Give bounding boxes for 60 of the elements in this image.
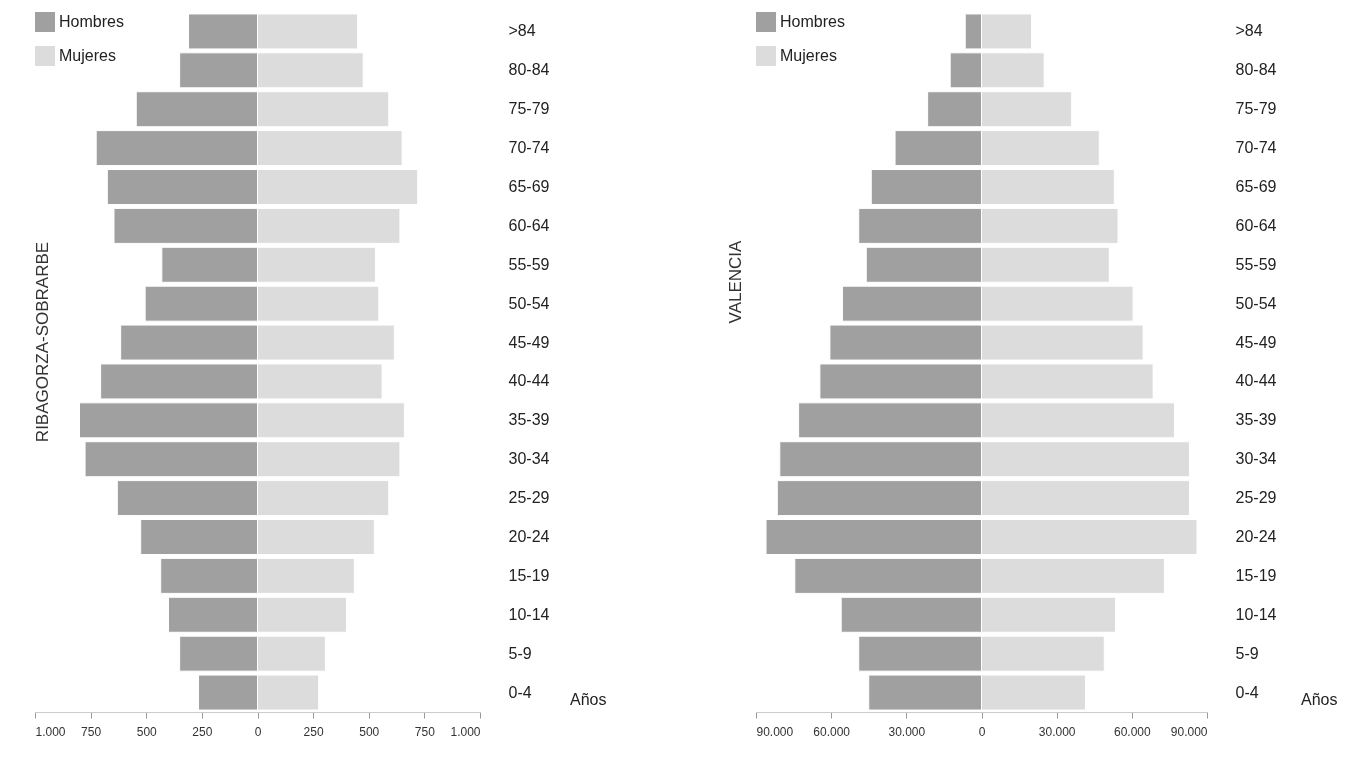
x-tick-label: 1.000 bbox=[35, 724, 66, 739]
x-tick-label: 250 bbox=[192, 724, 213, 739]
x-tick-label: 750 bbox=[414, 724, 436, 739]
y-tick-label: 0-4 bbox=[508, 683, 532, 701]
y-tick-label: 30-34 bbox=[1235, 450, 1277, 468]
y-tick-label: 30-34 bbox=[508, 450, 550, 468]
y-tick-label: 55-59 bbox=[508, 255, 550, 273]
y-tick-label: 25-29 bbox=[1235, 489, 1277, 507]
y-tick-label: 60-64 bbox=[508, 216, 550, 234]
legend-label: Hombres bbox=[59, 13, 124, 30]
y-tick-label: 10-14 bbox=[1235, 605, 1277, 623]
y-tick-label: 65-69 bbox=[508, 178, 550, 195]
y-tick-label: 15-19 bbox=[508, 566, 550, 584]
x-tick-label: 250 bbox=[303, 724, 324, 739]
y-tick-label: 45-49 bbox=[1235, 333, 1277, 351]
y-tick-label: 20-24 bbox=[1235, 528, 1277, 545]
y-tick-label: 70-74 bbox=[1235, 139, 1277, 157]
y-tick-label: 55-59 bbox=[1235, 255, 1277, 273]
y-tick-label: 75-79 bbox=[508, 100, 550, 118]
x-tick-label: 500 bbox=[359, 724, 380, 739]
y-tick-label: 45-49 bbox=[508, 333, 550, 351]
text: Años bbox=[570, 691, 607, 708]
y-tick-label: 50-54 bbox=[1235, 294, 1277, 312]
y-tick-label: 40-44 bbox=[508, 372, 550, 390]
y-axis-title: RIBAGORZA-SOBRARBE bbox=[33, 241, 52, 443]
y-tick-label: >84 bbox=[1235, 22, 1263, 40]
y-tick-label: 10-14 bbox=[508, 605, 550, 623]
y-tick-label: 70-74 bbox=[508, 139, 550, 157]
x-tick-label: 30.000 bbox=[888, 724, 926, 739]
y-tick-label: 60-64 bbox=[1235, 216, 1277, 234]
x-tick-label: 30.000 bbox=[1038, 724, 1076, 739]
x-tick-label: 60.000 bbox=[813, 724, 851, 739]
x-tick-label: 0 bbox=[978, 724, 986, 739]
y-tick-label: 65-69 bbox=[1235, 178, 1277, 195]
y-tick-label: 80-84 bbox=[508, 61, 550, 79]
y-axis-title: VALENCIA bbox=[726, 239, 745, 324]
legend-label: Mujeres bbox=[780, 47, 837, 64]
y-tick-label: >84 bbox=[508, 22, 536, 40]
y-tick-label: 50-54 bbox=[508, 294, 550, 312]
x-tick-label: 1.000 bbox=[450, 724, 481, 739]
y-tick-label: 20-24 bbox=[508, 528, 550, 545]
x-tick-label: 750 bbox=[81, 724, 102, 739]
y-tick-label: 5-9 bbox=[1235, 644, 1259, 662]
legend-label: Mujeres bbox=[59, 47, 116, 64]
y-tick-label: 25-29 bbox=[508, 489, 550, 507]
y-tick-label: 40-44 bbox=[1235, 372, 1277, 390]
text: Años bbox=[1301, 691, 1338, 708]
x-tick-label: 90.000 bbox=[1170, 724, 1208, 739]
y-tick-label: 0-4 bbox=[1235, 683, 1259, 701]
y-tick-label: 5-9 bbox=[508, 644, 532, 662]
y-tick-label: 35-39 bbox=[508, 411, 550, 429]
x-tick-label: 60.000 bbox=[1113, 724, 1152, 739]
y-tick-label: 15-19 bbox=[1235, 566, 1277, 584]
x-tick-label: 500 bbox=[136, 724, 158, 739]
y-tick-label: 75-79 bbox=[1235, 100, 1277, 118]
y-tick-label: 80-84 bbox=[1235, 61, 1277, 79]
x-tick-label: 0 bbox=[254, 724, 262, 739]
x-tick-label: 90.000 bbox=[756, 724, 794, 739]
legend-label: Hombres bbox=[780, 13, 845, 30]
y-tick-label: 35-39 bbox=[1235, 411, 1277, 429]
